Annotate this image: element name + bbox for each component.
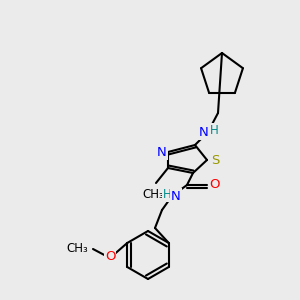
Text: N: N: [199, 125, 209, 139]
Text: S: S: [211, 154, 219, 167]
Text: O: O: [210, 178, 220, 191]
Text: N: N: [171, 190, 181, 202]
Text: H: H: [163, 188, 171, 202]
Text: N: N: [157, 146, 167, 158]
Text: O: O: [105, 250, 115, 263]
Text: CH₃: CH₃: [66, 242, 88, 256]
Text: H: H: [210, 124, 218, 136]
Text: CH₃: CH₃: [142, 188, 164, 200]
